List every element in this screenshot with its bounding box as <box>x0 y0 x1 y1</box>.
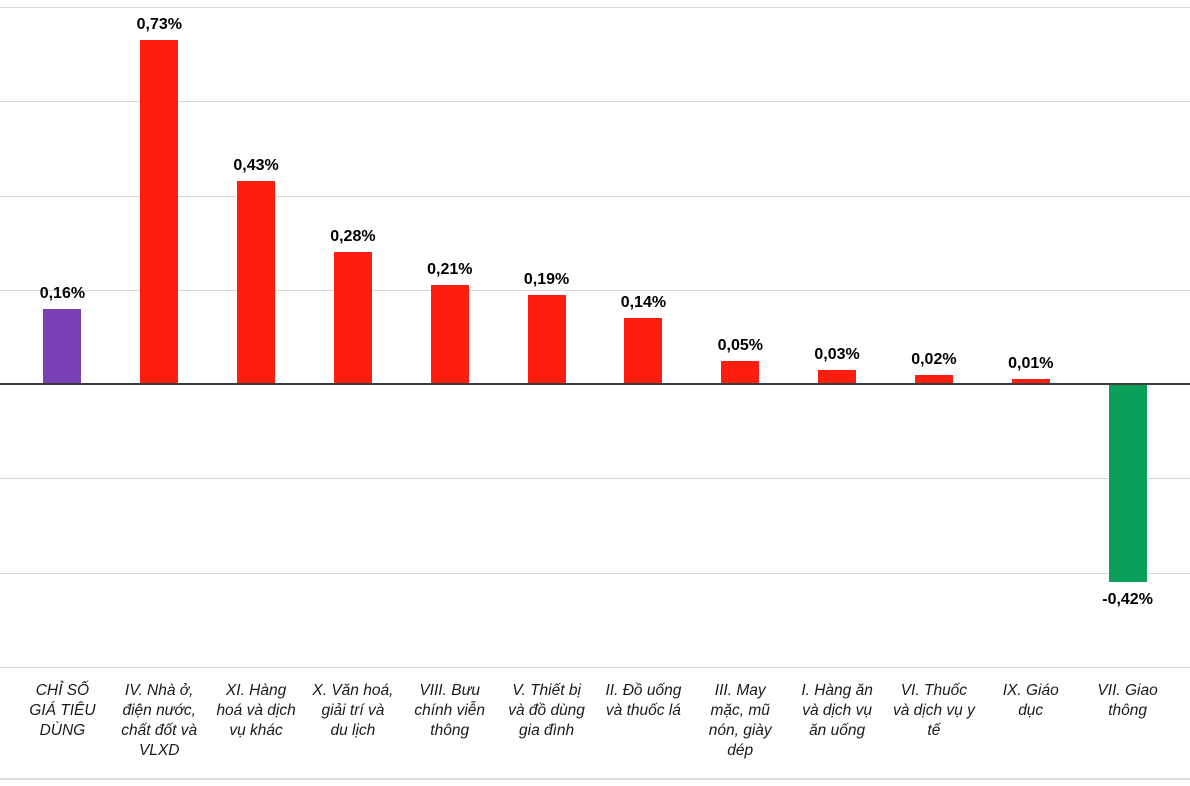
value-label: 0,43% <box>233 157 279 175</box>
category-label: IX. Giáo dục <box>1002 682 1059 719</box>
value-label: -0,42% <box>1102 591 1153 609</box>
category-label: VI. Thuốc và dịch vụ y tế <box>892 682 975 739</box>
category-label: CHỈ SỐ GIÁ TIÊU DÙNG <box>29 682 96 739</box>
category-label: II. Đồ uống và thuốc lá <box>605 682 682 719</box>
bar <box>140 40 179 385</box>
value-label: 0,16% <box>39 284 86 302</box>
bar <box>624 318 663 385</box>
bar <box>430 285 469 385</box>
value-label: 0,73% <box>136 16 182 33</box>
bar <box>914 374 953 385</box>
value-label: 0,03% <box>814 346 860 363</box>
value-label: 0,28% <box>330 228 376 246</box>
bar <box>527 294 566 385</box>
zero-axis-line <box>0 383 1190 386</box>
value-label: 0,14% <box>620 294 667 312</box>
gridline <box>0 289 1190 291</box>
bar <box>1108 384 1147 583</box>
gridline <box>0 195 1190 197</box>
category-label: V. Thiết bị và đồ dùng gia đình <box>508 682 585 739</box>
bar <box>237 181 276 385</box>
category-label: I. Hàng ăn và dịch vụ ăn uống <box>801 682 873 739</box>
bar <box>333 252 372 385</box>
bar <box>818 370 857 385</box>
category-label: VII. Giao thông <box>1097 682 1158 719</box>
gridline <box>0 101 1190 103</box>
bar <box>721 360 760 385</box>
value-label: 0,05% <box>717 336 763 354</box>
bar <box>1011 379 1050 385</box>
bottom-border <box>0 778 1190 780</box>
value-label: 0,02% <box>911 350 957 368</box>
gridline <box>0 478 1190 480</box>
value-label: 0,01% <box>1008 355 1054 373</box>
gridline <box>0 572 1190 574</box>
gridline <box>0 7 1190 8</box>
category-label: III. May mặc, mũ nón, giày dép <box>708 682 772 759</box>
category-label: VIII. Bưu chính viễn thông <box>414 682 486 739</box>
value-label: 0,21% <box>427 261 473 279</box>
bar <box>43 308 82 385</box>
category-label: XI. Hàng hoá và dịch vụ khác <box>216 682 296 739</box>
category-label: IV. Nhà ở, điện nước, chất đốt và VLXD <box>121 682 198 759</box>
category-label: X. Văn hoá, giải trí và du lịch <box>312 682 394 739</box>
value-label: 0,19% <box>523 270 570 288</box>
gridline <box>0 667 1190 668</box>
